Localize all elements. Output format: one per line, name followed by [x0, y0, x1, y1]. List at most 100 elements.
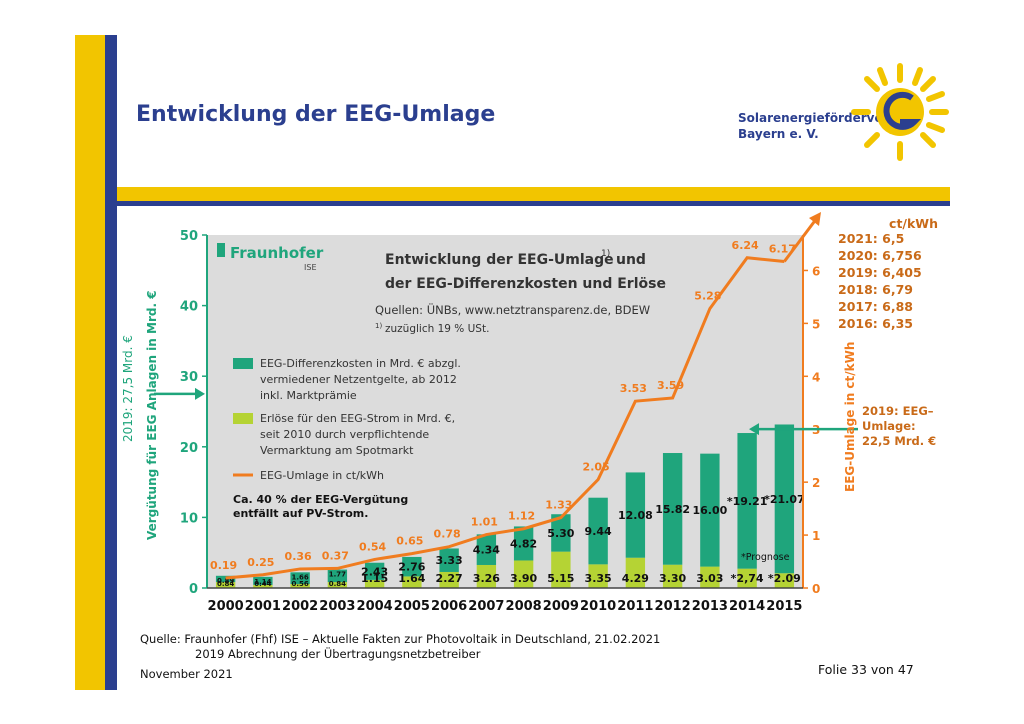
left-tick-label-50: 50: [180, 229, 198, 244]
bar-layer: 0.890.84 1.140.441.660.561.770.842.431.15…: [215, 424, 805, 588]
right-note-line-3: 22,5 Mrd. €: [862, 434, 936, 448]
right-list-2017: 2017: 6,88: [838, 299, 913, 314]
chart-title-line-1: Entwicklung der EEG-Umlage: [385, 252, 614, 268]
x-tick-label-2010: 2010: [580, 599, 616, 614]
bar-differenzkosten-2003: [327, 569, 348, 583]
right-note-line-2: Umlage:: [862, 419, 916, 433]
label-erloese-2008: 3.90: [510, 572, 537, 585]
label-differenzkosten-2011: 12.08: [618, 509, 653, 522]
umlage-line: [225, 256, 785, 580]
label-erloese-2014: *2,74: [731, 572, 764, 585]
slide-date: November 2021: [140, 667, 233, 681]
x-tick-label-2012: 2012: [655, 599, 691, 614]
x-tick-label-2009: 2009: [543, 599, 579, 614]
left-yellow-band: [75, 35, 105, 690]
right-tick-label-5: 5: [812, 317, 820, 331]
chart-footnote-mark: 1): [375, 322, 382, 330]
label-umlage-2010: 2.05: [583, 461, 610, 474]
bar-erloese-2013: [700, 566, 720, 588]
left-tick-label-0: 0: [189, 582, 198, 597]
legend-swatch-erloese: [233, 413, 253, 424]
label-erloese-2013: 3.03: [696, 572, 723, 585]
label-umlage-2001: 0.25: [247, 556, 274, 569]
pv-note-line-2: entfällt auf PV-Strom.: [233, 507, 368, 520]
bar-differenzkosten-2010: [588, 497, 608, 565]
bar-erloese-2001: [253, 584, 273, 588]
bar-erloese-2000: [215, 582, 236, 588]
label-differenzkosten-2009: 5.30: [547, 527, 574, 540]
label-umlage-2014: 6.24: [732, 239, 759, 252]
x-tick-label-2008: 2008: [506, 599, 542, 614]
legend-erloese-line-2: seit 2010 durch verpflichtende: [260, 428, 429, 441]
header-yellow-rule: [117, 187, 950, 201]
fraunhofer-sub: ISE: [304, 263, 317, 272]
bar-erloese-2003: [327, 582, 348, 588]
label-erloese-2002: 0.56: [291, 580, 308, 588]
x-tick-label-2015: 2015: [766, 599, 802, 614]
left-tick-label-20: 20: [180, 441, 198, 456]
label-umlage-2011: 3.53: [620, 382, 647, 395]
right-axis-title: EEG-Umlage in ct/kWh: [843, 342, 857, 492]
chart-title-line-2: der EEG-Differenzkosten und Erlöse: [385, 276, 666, 292]
right-arrow-head: [749, 423, 759, 436]
slide-title: Entwicklung der EEG-Umlage: [136, 102, 496, 127]
label-umlage-2013: 5.28: [694, 290, 721, 303]
bar-erloese-2008: [513, 560, 534, 588]
label-umlage-2005: 0.65: [396, 535, 423, 548]
label-umlage-2006: 0.78: [434, 528, 461, 541]
bar-differenzkosten-2002: [290, 572, 310, 585]
prognose-note: *Prognose: [741, 552, 790, 563]
bar-differenzkosten-2009: [551, 514, 571, 552]
left-axis-title: Vergütung für EEG Anlagen in Mrd. €: [145, 290, 159, 540]
bar-erloese-2014: [737, 568, 757, 588]
slide-number: Folie 33 von 47: [818, 662, 914, 677]
header-blue-rule: [117, 201, 950, 206]
left-tick-label-30: 30: [180, 370, 198, 385]
bar-differenzkosten-2005: [402, 556, 422, 577]
umlage-trend-arrow: [783, 217, 819, 263]
label-differenzkosten-2006: 3.33: [436, 554, 463, 567]
sun-logo-icon: [851, 63, 949, 161]
source-line-1: Quelle: Fraunhofer (Fhf) ISE – Aktuelle …: [140, 632, 660, 646]
label-differenzkosten-2007: 4.34: [473, 544, 500, 557]
logo-line-2: Bayern e. V.: [738, 127, 819, 141]
x-tick-label-2014: 2014: [729, 599, 765, 614]
label-erloese-2012: 3.30: [659, 572, 686, 585]
right-list-2019: 2019: 6,405: [838, 265, 922, 280]
legend-umlage: EEG-Umlage in ct/kWh: [260, 469, 384, 482]
label-umlage-2007: 1.01: [471, 516, 498, 529]
left-arrow-head: [195, 387, 205, 400]
x-tick-label-2000: 2000: [208, 599, 244, 614]
legend-erloese-line-1: Erlöse für den EEG-Strom in Mrd. €,: [260, 412, 455, 425]
label-differenzkosten-2014: *19.21: [727, 495, 768, 508]
label-differenzkosten-2003: 1.77: [329, 571, 346, 579]
label-differenzkosten-2000: 0.89: [217, 577, 234, 585]
label-erloese-2009: 5.15: [547, 572, 574, 585]
right-list-2020: 2020: 6,756: [838, 248, 922, 263]
line-layer: 0.19 0.25 0.36 0.37 0.54 0.65 0.78 1.01 1.12 1.33…: [210, 212, 821, 580]
label-erloese-2003: 0.84: [329, 580, 346, 588]
label-umlage-2002: 0.36: [285, 550, 312, 563]
source-label: Quelle:: [140, 632, 181, 646]
right-list-2021: 2021: 6,5: [838, 231, 904, 246]
bar-differenzkosten-2008: [513, 526, 534, 561]
right-tick-label-2: 2: [812, 476, 820, 490]
label-differenzkosten-2010: 9.44: [585, 525, 612, 538]
bar-erloese-2002: [290, 584, 310, 588]
label-differenzkosten-2005: 2.76: [398, 561, 425, 574]
label-umlage-2003: 0.37: [322, 549, 349, 562]
label-erloese-2015: *2.09: [768, 572, 801, 585]
bar-erloese-2004: [364, 579, 385, 588]
bar-differenzkosten-2000: [215, 575, 236, 583]
fraunhofer-mark-icon: [217, 243, 225, 257]
label-differenzkosten-2012: 15.82: [655, 503, 690, 516]
fraunhofer-brand: Fraunhofer: [230, 244, 324, 262]
label-erloese-2005: 1.64: [398, 572, 425, 585]
x-tick-label-2002: 2002: [282, 599, 318, 614]
bar-differenzkosten-2001: [253, 576, 273, 585]
legend-differenzkosten-line-1: EEG-Differenzkosten in Mrd. € abzgl.: [260, 357, 461, 370]
source-text-1: Fraunhofer (Fhf) ISE – Aktuelle Fakten z…: [184, 632, 661, 646]
bar-erloese-2006: [439, 571, 459, 588]
label-erloese-2011: 4.29: [622, 572, 649, 585]
bar-erloese-2011: [625, 557, 646, 588]
